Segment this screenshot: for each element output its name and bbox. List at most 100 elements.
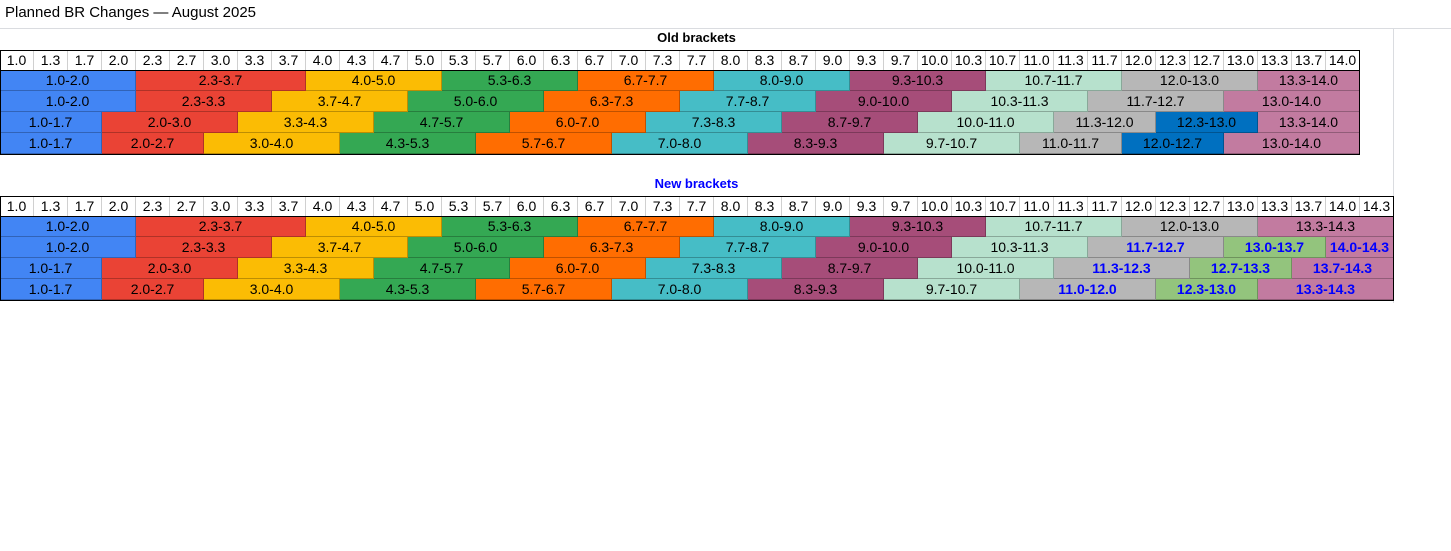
column-header: 8.3 <box>748 50 782 70</box>
bracket-cell: 4.3-5.3 <box>340 133 476 154</box>
bracket-cell: 2.3-3.3 <box>136 237 272 258</box>
bracket-cell: 10.0-11.0 <box>918 112 1054 133</box>
column-header: 6.3 <box>544 196 578 216</box>
bracket-cell: 4.0-5.0 <box>306 216 442 237</box>
column-header: 13.7 <box>1292 50 1326 70</box>
column-header: 14.0 <box>1326 196 1360 216</box>
bracket-cell: 1.0-2.0 <box>0 91 136 112</box>
bracket-cell: 2.0-2.7 <box>102 133 204 154</box>
column-header: 7.0 <box>612 196 646 216</box>
column-header: 13.3 <box>1258 50 1292 70</box>
column-header: 9.7 <box>884 196 918 216</box>
bracket-cell: 4.7-5.7 <box>374 112 510 133</box>
column-header: 1.7 <box>68 50 102 70</box>
bracket-cell: 5.3-6.3 <box>442 216 578 237</box>
bracket-cell: 12.3-13.0 <box>1156 112 1258 133</box>
column-header: 2.7 <box>170 196 204 216</box>
bracket-cell: 3.0-4.0 <box>204 279 340 300</box>
divider <box>0 28 1451 29</box>
column-header: 10.0 <box>918 196 952 216</box>
column-header: 7.3 <box>646 50 680 70</box>
column-header: 10.3 <box>952 50 986 70</box>
column-header: 11.7 <box>1088 50 1122 70</box>
column-header: 7.7 <box>680 196 714 216</box>
bracket-cell: 13.0-14.0 <box>1224 133 1360 154</box>
bracket-cell: 11.3-12.3 <box>1054 258 1190 279</box>
bracket-cell: 12.7-13.3 <box>1190 258 1292 279</box>
bracket-cell: 13.3-14.3 <box>1258 216 1394 237</box>
bracket-cell: 8.3-9.3 <box>748 279 884 300</box>
bracket-cell: 9.3-10.3 <box>850 70 986 91</box>
column-header: 13.0 <box>1224 196 1258 216</box>
column-header: 13.3 <box>1258 196 1292 216</box>
bracket-cell: 5.0-6.0 <box>408 237 544 258</box>
bracket-cell: 11.7-12.7 <box>1088 91 1224 112</box>
bracket-cell: 10.7-11.7 <box>986 216 1122 237</box>
column-header: 3.7 <box>272 50 306 70</box>
column-header: 5.3 <box>442 50 476 70</box>
bracket-cell: 2.3-3.7 <box>136 70 306 91</box>
column-header: 12.7 <box>1190 50 1224 70</box>
bracket-cell: 2.0-2.7 <box>102 279 204 300</box>
bracket-cell: 2.3-3.3 <box>136 91 272 112</box>
column-header: 8.3 <box>748 196 782 216</box>
column-header: 1.7 <box>68 196 102 216</box>
bracket-cell: 13.7-14.3 <box>1292 258 1394 279</box>
column-header: 3.3 <box>238 196 272 216</box>
bracket-cell: 6.3-7.3 <box>544 237 680 258</box>
column-header: 8.7 <box>782 50 816 70</box>
bracket-cell: 12.0-13.0 <box>1122 216 1258 237</box>
bracket-cell: 3.3-4.3 <box>238 258 374 279</box>
bracket-cell: 7.3-8.3 <box>646 258 782 279</box>
column-header: 11.3 <box>1054 196 1088 216</box>
column-header: 12.3 <box>1156 50 1190 70</box>
bracket-cell: 11.3-12.0 <box>1054 112 1156 133</box>
column-header: 12.0 <box>1122 196 1156 216</box>
column-header: 2.3 <box>136 196 170 216</box>
column-header: 10.7 <box>986 50 1020 70</box>
column-header: 11.0 <box>1020 196 1054 216</box>
column-header: 5.7 <box>476 50 510 70</box>
bracket-cell: 6.7-7.7 <box>578 70 714 91</box>
column-header: 5.3 <box>442 196 476 216</box>
column-header: 12.0 <box>1122 50 1156 70</box>
column-header: 5.7 <box>476 196 510 216</box>
bracket-cell: 1.0-2.0 <box>0 70 136 91</box>
column-header: 8.7 <box>782 196 816 216</box>
bracket-cell: 5.0-6.0 <box>408 91 544 112</box>
column-header: 8.0 <box>714 196 748 216</box>
column-header: 2.0 <box>102 196 136 216</box>
column-header: 14.0 <box>1326 50 1360 70</box>
column-header: 2.7 <box>170 50 204 70</box>
column-header: 1.3 <box>34 196 68 216</box>
column-header: 5.0 <box>408 196 442 216</box>
bracket-cell: 5.7-6.7 <box>476 279 612 300</box>
bracket-cell: 3.0-4.0 <box>204 133 340 154</box>
table-caption: Old brackets <box>657 30 736 45</box>
column-header: 13.7 <box>1292 196 1326 216</box>
bracket-cell: 6.7-7.7 <box>578 216 714 237</box>
bracket-cell: 6.0-7.0 <box>510 112 646 133</box>
bracket-cell: 4.3-5.3 <box>340 279 476 300</box>
column-header: 6.7 <box>578 196 612 216</box>
column-header: 8.0 <box>714 50 748 70</box>
bracket-cell: 9.3-10.3 <box>850 216 986 237</box>
column-header: 9.3 <box>850 50 884 70</box>
column-header: 2.0 <box>102 50 136 70</box>
bracket-cell: 3.7-4.7 <box>272 237 408 258</box>
column-header: 7.3 <box>646 196 680 216</box>
column-header: 12.7 <box>1190 196 1224 216</box>
column-header: 4.7 <box>374 196 408 216</box>
column-header: 13.0 <box>1224 50 1258 70</box>
bracket-cell: 3.3-4.3 <box>238 112 374 133</box>
column-header: 10.0 <box>918 50 952 70</box>
column-header: 6.7 <box>578 50 612 70</box>
bracket-cell: 10.3-11.3 <box>952 91 1088 112</box>
bracket-cell: 8.7-9.7 <box>782 112 918 133</box>
column-header: 9.3 <box>850 196 884 216</box>
bracket-cell: 7.3-8.3 <box>646 112 782 133</box>
bracket-cell: 1.0-1.7 <box>0 258 102 279</box>
bracket-cell: 13.3-14.3 <box>1258 279 1394 300</box>
bracket-cell: 7.0-8.0 <box>612 133 748 154</box>
